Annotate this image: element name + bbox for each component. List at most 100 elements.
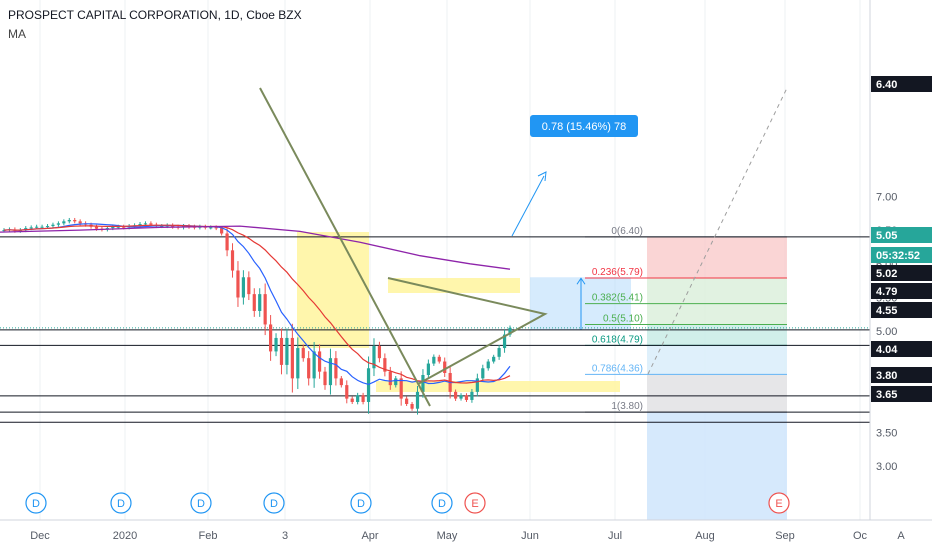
event-marker-label: D	[32, 498, 40, 510]
candle-body	[421, 375, 425, 392]
price-badge	[871, 341, 932, 357]
ma-fast-line	[3, 223, 511, 386]
candle-body	[432, 356, 436, 364]
candle-body	[160, 226, 164, 228]
candle-body	[247, 277, 251, 295]
candle-body	[345, 385, 349, 399]
candle-body	[116, 226, 120, 228]
dividend-marker	[25, 492, 47, 514]
x-tick-label: 2020	[113, 530, 137, 542]
candle-body	[410, 403, 414, 409]
candle-body	[290, 337, 294, 379]
candle-body	[470, 391, 474, 400]
y-tick-label: 3.00	[876, 461, 897, 473]
candle-body	[334, 358, 338, 379]
candle-body	[394, 378, 398, 386]
candle-body	[475, 378, 479, 392]
fib-zone-red	[647, 236, 787, 278]
candle-body	[443, 361, 447, 373]
candle-body	[492, 356, 496, 362]
measure-label-bg	[530, 115, 638, 137]
price-badge	[871, 302, 932, 318]
candle-body	[51, 224, 55, 227]
candle-body	[209, 227, 213, 229]
candle-body	[339, 378, 343, 386]
candle-body	[497, 348, 501, 357]
x-tick-label: 3	[282, 530, 288, 542]
event-marker-label: D	[117, 498, 125, 510]
x-tick-label: Jun	[521, 530, 539, 542]
candle-body	[377, 346, 382, 359]
fib-zone-blue	[647, 345, 787, 375]
x-tick-label: Jul	[608, 530, 622, 542]
price-badge	[871, 76, 932, 92]
candle-body	[453, 391, 458, 399]
candle-body	[508, 327, 512, 335]
candle-body	[274, 337, 278, 352]
candle-body	[426, 363, 430, 376]
triangle-pattern	[387, 277, 548, 385]
price-badge-label: 3.80	[876, 370, 897, 382]
price-badge-label: 5.02	[876, 268, 897, 280]
price-badge-label: 5.05	[876, 230, 897, 242]
earnings-marker	[768, 492, 790, 514]
candle-body	[459, 395, 463, 399]
fib-zone-green	[647, 277, 787, 325]
candle-body	[230, 250, 235, 271]
candle-body	[383, 358, 387, 372]
candle-body	[372, 346, 376, 369]
fib-zone-gray	[647, 374, 787, 413]
price-badge	[871, 265, 932, 281]
trendline-descending	[259, 87, 431, 407]
consolidation-zone	[297, 232, 369, 348]
support-zone	[376, 381, 620, 392]
price-badge-label: 4.79	[876, 286, 897, 298]
candle-body	[214, 227, 218, 229]
fib-level-label: 0.618(4.79)	[592, 334, 643, 345]
y-tick-label: 5.00	[876, 326, 897, 338]
event-marker-label: D	[438, 498, 446, 510]
candle-body	[269, 324, 273, 352]
x-tick-label: Dec	[30, 530, 50, 542]
candle-body	[45, 226, 50, 228]
measure-arrow-head	[576, 277, 586, 285]
dividend-marker	[190, 492, 212, 514]
event-marker-label: D	[357, 498, 365, 510]
candle-body	[285, 337, 289, 365]
candle-body	[301, 348, 305, 359]
price-badge-label: 3.65	[876, 389, 897, 401]
x-tick-label: Apr	[361, 530, 378, 542]
candle-body	[67, 219, 71, 222]
x-tick-label: May	[437, 530, 458, 542]
candle-body	[56, 223, 61, 225]
candle-body	[486, 361, 490, 369]
fib-level-label: 0.236(5.79)	[592, 267, 643, 278]
fib-level-label: 0.382(5.41)	[592, 293, 643, 304]
candle-body	[356, 395, 360, 402]
candle-body	[437, 356, 441, 362]
candle-body	[122, 226, 126, 228]
candle-body	[361, 395, 365, 402]
projection-zone	[647, 412, 787, 520]
candle-body	[258, 294, 262, 311]
candle-body	[94, 226, 99, 229]
candle-body	[464, 395, 469, 400]
candle-body	[236, 270, 240, 298]
candle-body	[279, 337, 284, 365]
chart-title: PROSPECT CAPITAL CORPORATION, 1D, Cboe B…	[8, 8, 302, 22]
candle-body	[143, 223, 148, 225]
price-badge-label: 6.40	[876, 79, 897, 91]
candle-body	[220, 228, 224, 234]
candle-body	[405, 398, 409, 404]
dividend-marker	[110, 492, 132, 514]
event-marker-label: D	[270, 498, 278, 510]
fib-level-label: 0.5(5.10)	[603, 313, 643, 324]
candle-body	[62, 221, 66, 224]
y-tick-label: 3.50	[876, 427, 897, 439]
earnings-marker	[464, 492, 486, 514]
fib-level-label: 0(6.40)	[611, 226, 643, 237]
candle-body	[111, 226, 115, 229]
resistance-zone	[388, 278, 520, 293]
candle-body	[307, 358, 311, 379]
